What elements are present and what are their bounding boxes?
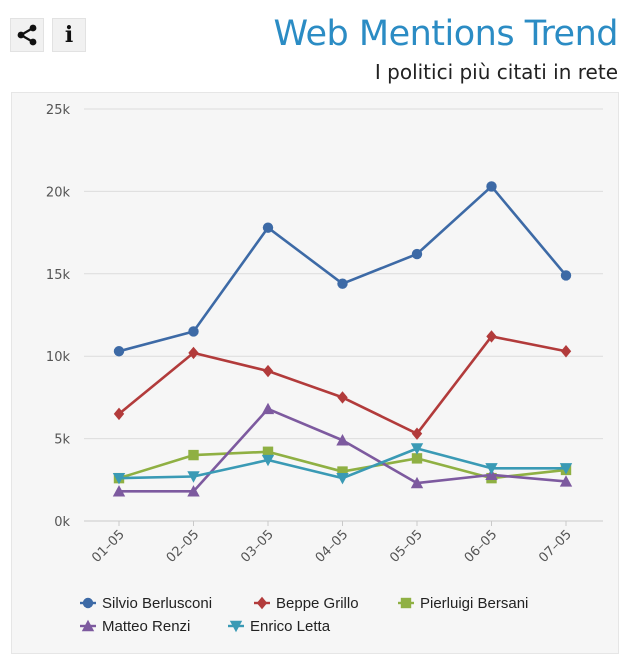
data-point — [261, 402, 275, 415]
data-point — [188, 326, 199, 337]
data-point — [262, 364, 274, 378]
data-point — [410, 476, 424, 489]
data-point — [559, 463, 573, 475]
legend-marker — [81, 619, 95, 632]
share-button[interactable] — [10, 18, 44, 52]
toolbar: i — [10, 18, 86, 52]
x-tick-label: 02–05 — [164, 527, 203, 566]
legend-label: Enrico Letta — [250, 618, 331, 635]
legend-label: Matteo Renzi — [102, 618, 190, 635]
data-point — [112, 485, 126, 497]
data-point — [112, 472, 126, 485]
data-point — [337, 466, 348, 477]
data-point — [261, 454, 275, 467]
data-point — [337, 278, 348, 289]
data-point — [560, 345, 572, 358]
data-point — [411, 453, 423, 464]
data-point — [188, 449, 199, 461]
share-icon — [17, 24, 37, 46]
chart-frame — [11, 92, 619, 654]
data-point — [337, 391, 348, 404]
legend-label: Beppe Grillo — [276, 595, 359, 612]
x-tick-label: 06–05 — [462, 527, 501, 566]
info-button[interactable]: i — [52, 18, 86, 52]
y-tick-label: 0k — [54, 515, 70, 530]
y-tick-label: 25k — [46, 103, 71, 118]
data-point — [336, 434, 349, 446]
legend-label: Silvio Berlusconi — [102, 595, 212, 612]
chart-title: Web Mentions Trend — [273, 14, 618, 54]
data-point — [410, 443, 424, 455]
y-tick-label: 10k — [46, 350, 71, 365]
legend-marker — [229, 620, 243, 633]
chart-subtitle: I politici più citati in rete — [374, 60, 618, 84]
data-point — [262, 446, 274, 457]
data-point — [113, 346, 125, 357]
series-line — [118, 185, 567, 353]
data-point — [336, 472, 349, 485]
data-point — [113, 407, 125, 421]
data-point — [262, 222, 274, 233]
legend-label: Pierluigi Bersani — [420, 595, 528, 612]
x-tick-label: 01–05 — [89, 527, 128, 566]
data-point — [411, 427, 423, 440]
data-point — [187, 485, 200, 497]
data-point — [411, 248, 423, 260]
series-line — [118, 335, 567, 435]
data-point — [560, 270, 572, 281]
data-point — [485, 463, 498, 475]
info-icon: i — [64, 22, 74, 48]
x-tick-label: 07–05 — [536, 527, 575, 566]
data-point — [188, 346, 199, 360]
y-tick-label: 20k — [46, 185, 71, 200]
y-tick-label: 5k — [54, 433, 70, 448]
x-tick-label: 05–05 — [387, 527, 426, 566]
legend-marker — [256, 596, 268, 610]
data-point — [187, 471, 200, 483]
y-tick-label: 15k — [46, 268, 71, 283]
legend-marker — [82, 597, 94, 609]
data-point — [559, 475, 573, 487]
data-point — [486, 181, 497, 192]
data-point — [486, 330, 497, 343]
x-tick-label: 04–05 — [313, 527, 352, 566]
legend-marker — [400, 597, 412, 609]
x-tick-label: 03–05 — [238, 527, 277, 566]
